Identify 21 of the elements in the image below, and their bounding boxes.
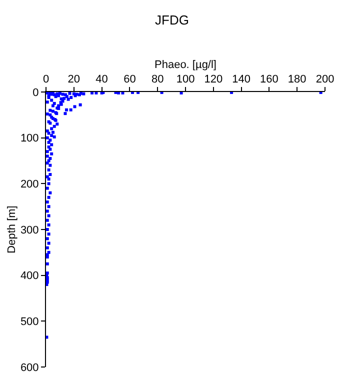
y-tick-label: 300: [20, 224, 39, 236]
y-tick-label: 500: [20, 316, 39, 328]
x-tick-label: 0: [42, 74, 50, 86]
y-tick-label: 100: [20, 132, 39, 145]
x-tick-label: 140: [232, 74, 250, 86]
x-tick-label: 120: [204, 74, 223, 86]
y-tick-label: 0: [32, 86, 39, 99]
x-tick-label: 80: [151, 74, 164, 86]
y-tick-label: 600: [20, 362, 39, 374]
x-tick-label: 200: [316, 74, 334, 86]
y-tick-label: 400: [20, 270, 39, 282]
y-tick-label: 200: [20, 178, 39, 191]
x-tick-label: 100: [176, 74, 195, 86]
y-axis-title: Depth [m]: [6, 206, 18, 254]
x-tick-label: 40: [96, 74, 108, 86]
x-tick-label: 60: [124, 74, 136, 86]
x-tick-label: 180: [288, 74, 306, 86]
chart-title: JFDG: [155, 12, 189, 28]
x-axis-title: Phaeo. [µg/l]: [154, 59, 216, 72]
x-tick-label: 20: [68, 74, 80, 86]
x-tick-label: 160: [260, 74, 278, 86]
